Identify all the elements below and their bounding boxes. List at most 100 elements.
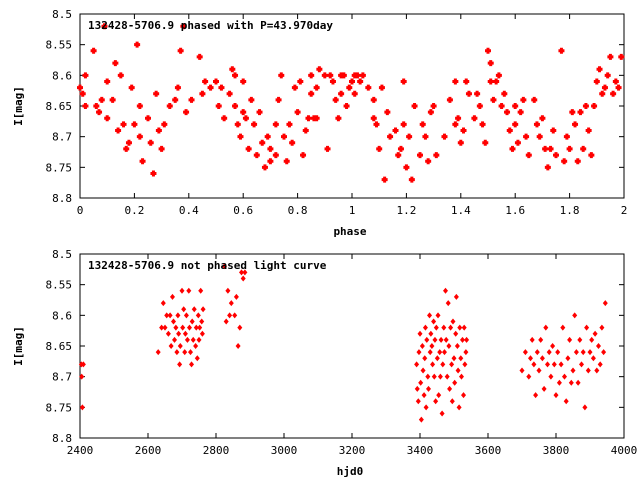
data-point [441,349,447,356]
x-tick-label: 3400 [407,444,434,457]
data-point [579,361,584,368]
data-point [245,145,252,152]
data-point [104,78,111,85]
data-point [191,306,197,313]
data-point [495,72,502,79]
data-point [153,90,160,97]
data-point [596,343,601,349]
data-point [446,343,452,349]
data-point [462,361,468,368]
data-point [267,145,274,152]
data-point [300,152,307,159]
data-point [487,60,494,67]
data-point [558,47,565,54]
data-point [297,78,304,85]
data-point [193,324,199,331]
data-point [553,152,559,159]
data-point [437,373,443,380]
data-point [332,96,339,103]
data-point [539,115,546,122]
data-point [359,72,366,79]
x-tick-label: 0.2 [124,204,144,217]
y-tick-label: 8.7 [52,371,72,384]
data-point [221,115,228,122]
data-point [429,343,435,349]
data-point [227,312,233,319]
data-point [587,349,593,356]
data-point [259,139,266,146]
x-tick-label: 1.6 [505,204,525,217]
y-tick-label: 8.7 [52,131,72,144]
data-point [168,343,174,349]
data-point [553,392,559,399]
data-point [426,385,431,392]
data-point [455,367,461,374]
data-point [232,72,239,79]
data-point [289,139,296,146]
data-point [115,127,122,134]
data-point [213,78,219,85]
data-point [461,392,467,399]
x-tick-label: 1.8 [560,204,580,217]
data-point [563,398,569,405]
data-point [452,121,459,128]
data-point [433,324,439,331]
y-tick-label: 8.65 [46,340,73,353]
data-point [509,145,516,152]
data-point [534,349,540,356]
data-point [602,300,608,307]
data-point [199,330,205,337]
data-point [582,404,588,411]
x-tick-label: 3200 [339,444,366,457]
x-tick-label: 1.2 [396,204,416,217]
data-point [607,53,614,60]
data-point [406,133,413,140]
data-point [546,349,552,356]
data-points [78,263,608,423]
data-point [550,127,557,134]
data-point [445,300,451,307]
data-point [186,287,192,294]
data-point [435,312,441,319]
data-point [272,121,279,128]
data-point [256,109,263,116]
data-point [395,152,402,159]
data-point [594,367,600,374]
data-point [403,164,410,171]
data-point [453,293,459,300]
data-point [286,121,293,128]
data-point [522,349,528,356]
data-point [599,90,606,97]
data-point [452,78,459,85]
data-point [240,78,247,85]
data-point [597,361,603,368]
data-point [585,127,592,134]
data-point [283,158,290,165]
data-point [136,133,143,140]
data-point [531,361,537,368]
data-point [596,66,603,73]
data-point [400,121,407,128]
data-point [444,373,450,380]
data-point [125,139,132,146]
data-point [384,109,391,116]
data-point [577,336,583,343]
data-point [158,145,165,152]
data-point [555,349,561,356]
data-point [82,103,89,109]
y-tick-label: 8.8 [52,432,72,445]
data-point [430,361,436,368]
data-point [196,336,202,343]
data-point [447,385,453,392]
axis-ticks: 2400 2600 2800 3000 3200 3400 3600 3800 4000 8.5 8… [46,248,638,457]
data-point [357,78,364,85]
data-point [180,324,186,331]
data-point [408,176,415,183]
data-point [520,96,527,103]
data-point [189,318,195,325]
data-point [176,330,182,337]
data-point [618,53,625,60]
y-tick-label: 8.6 [52,69,72,82]
data-point [433,398,439,405]
data-point [463,78,470,85]
